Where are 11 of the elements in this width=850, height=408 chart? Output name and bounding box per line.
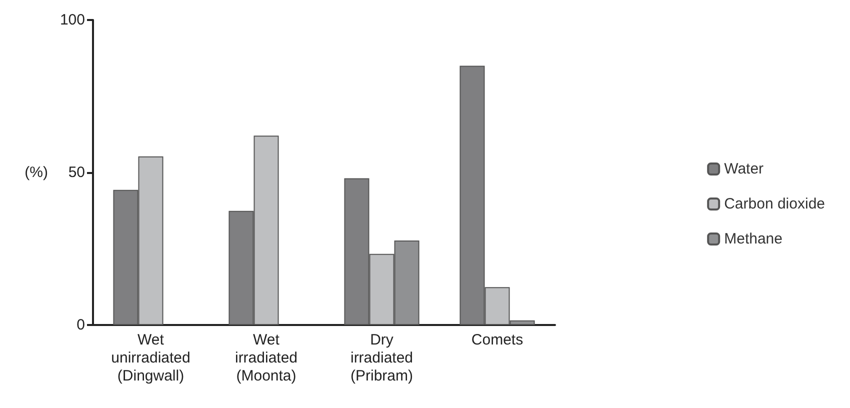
x-tick-label: Wet unirradiated (Dingwall) (111, 332, 190, 384)
legend-label: Water (724, 160, 764, 178)
legend-label: Methane (724, 230, 782, 248)
y-tick-label: 0 (76, 316, 85, 334)
y-tick-label: 50 (68, 164, 85, 181)
x-tick-label: Dry irradiated (Pribram) (350, 332, 414, 384)
x-tick-label: Wet irradiated (Moonta) (234, 332, 298, 384)
legend-label: Carbon dioxide (724, 196, 826, 212)
y-axis-title: (%) (24, 164, 48, 181)
y-tick-label: 100 (60, 12, 85, 28)
x-tick-label: Comets (471, 332, 524, 348)
